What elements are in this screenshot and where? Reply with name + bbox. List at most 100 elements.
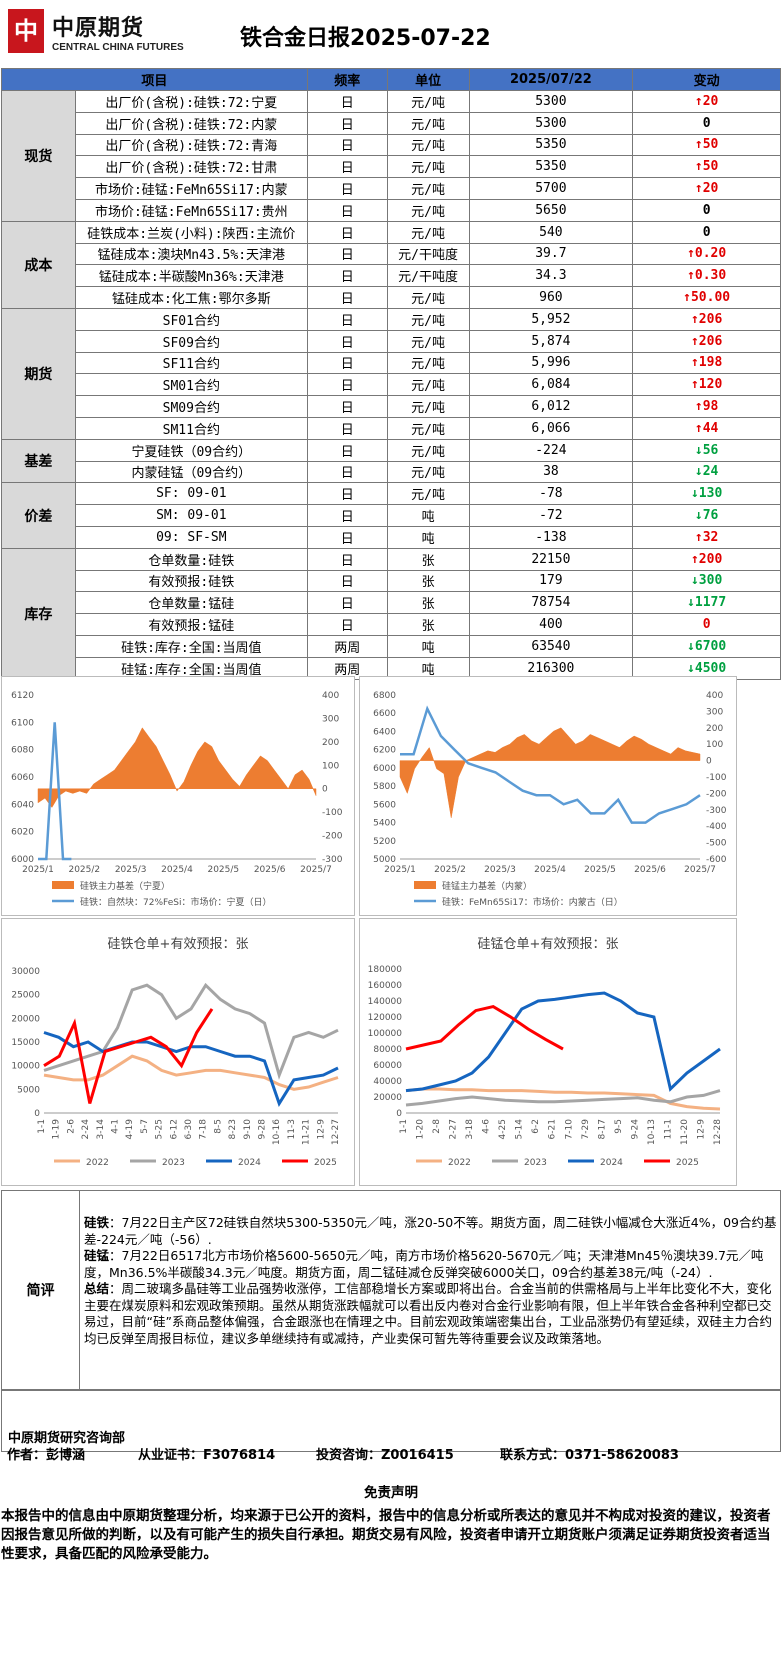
y-left-tick: 5400	[373, 819, 396, 829]
cell-frequency: 日	[306, 547, 388, 571]
legend-swatch-basis	[52, 881, 74, 889]
author: 作者：彭博涵	[7, 1448, 86, 1463]
x-tick: 4-6	[482, 1119, 492, 1134]
cell-item-name: SF: 09-01	[74, 482, 308, 506]
cell-item-name: 09: SF-SM	[74, 525, 308, 549]
legend-label-basis: 硅铁主力基差（宁夏）	[80, 880, 170, 892]
cell-change: ↓300	[632, 569, 781, 593]
cell-unit: 吨	[386, 634, 470, 658]
disclaimer: 免责声明 本报告中的信息由中原期货整理分析，均来源于已公开的资料，报告中的信息分…	[1, 1484, 781, 1664]
table-row: 市场价:硅锰:FeMn65Si17:内蒙日元/吨 5700 ↑20	[2, 177, 781, 200]
cell-change: ↑32	[632, 525, 781, 549]
cell-frequency: 日	[306, 613, 388, 636]
cell-value: 5,996	[468, 351, 634, 375]
cell-change: ↑200	[632, 547, 781, 571]
y-tick: 100000	[368, 1029, 403, 1039]
cell-unit: 元/吨	[386, 329, 470, 353]
table-row: SM11合约日元/吨 6,066 ↑44	[2, 416, 781, 440]
x-tick: 3-14	[96, 1119, 106, 1140]
y-tick: 140000	[368, 997, 403, 1007]
company-name-cn: 中原期货	[52, 16, 145, 41]
x-tick: 8-5	[213, 1119, 223, 1134]
cell-frequency: 日	[306, 416, 388, 440]
cell-frequency: 日	[306, 307, 388, 331]
para-body: ：周二玻璃多晶硅等工业品强势收涨停，工信部稳增长方案或即将出台。合金当前的供需格…	[84, 1281, 772, 1346]
cell-value: 78754	[468, 591, 634, 615]
y-left-tick: 6080	[11, 746, 34, 756]
commentary-label: 简评	[2, 1191, 80, 1389]
cell-value: 5,952	[468, 307, 634, 331]
cell-item-name: 市场价:硅锰:FeMn65Si17:内蒙	[74, 177, 308, 200]
cell-unit: 张	[386, 569, 470, 593]
group-label: 现货	[1, 90, 76, 222]
cell-frequency: 日	[306, 591, 388, 615]
cell-unit: 元/吨	[386, 416, 470, 440]
x-tick: 4-25	[498, 1119, 508, 1139]
table-row: 锰硅成本:澳块Mn43.5%:天津港日元/干吨度 39.7 ↑0.20	[2, 242, 781, 266]
y-left-tick: 6000	[373, 764, 396, 774]
x-tick: 11-21	[302, 1119, 312, 1145]
cell-frequency: 日	[306, 111, 388, 135]
cell-value: 6,012	[468, 395, 634, 418]
y-right-tick: 100	[706, 740, 723, 750]
series-line-2022	[43, 1054, 339, 1091]
para-head: 总结	[84, 1281, 110, 1296]
y-right-tick: -400	[706, 822, 727, 832]
cell-value: -78	[468, 482, 634, 506]
y-tick: 60000	[373, 1061, 402, 1071]
table-header-row: 项目 频率 单位 2025/07/22 变动	[1, 68, 781, 91]
y-right-tick: -300	[706, 806, 727, 816]
y-tick: 5000	[17, 1085, 40, 1095]
x-tick: 2025/5	[584, 865, 616, 875]
x-tick: 9-24	[630, 1119, 640, 1140]
cell-change: ↓4500	[632, 656, 781, 680]
table-row: 出厂价(含税):硅铁:72:内蒙日元/吨 5300 0	[2, 111, 781, 135]
chart-silicon-manganese-basis: 5000 5200 5400 5600 5800 6000 6200 6400 6600 6800…	[359, 676, 737, 916]
cell-item-name: 市场价:硅锰:FeMn65Si17:贵州	[74, 198, 308, 222]
table-row: 现货 出厂价(含税):硅铁:72:宁夏日元/吨 5300 ↑20	[1, 90, 781, 222]
x-tick: 9-5	[614, 1119, 624, 1134]
x-tick: 1-20	[416, 1119, 426, 1140]
y-right-tick: -600	[706, 855, 727, 865]
cell-item-name: 仓单数量:锰硅	[74, 591, 308, 615]
x-tick: 2025/3	[484, 865, 516, 875]
para-body: ：7月22日主产区72硅铁自然块5300-5350元／吨，涨20-50不等。期货…	[84, 1215, 777, 1247]
y-right-tick: 0	[322, 785, 328, 795]
y-right-tick: 0	[706, 757, 712, 767]
x-tick: 7-10	[564, 1119, 574, 1140]
group-label: 基差	[1, 438, 76, 484]
cell-frequency: 日	[306, 395, 388, 418]
x-tick: 2025/7	[300, 865, 332, 875]
table-row: 期货 SF01合约日元/吨 5,952 ↑206	[1, 307, 781, 440]
x-tick: 2025/3	[115, 865, 147, 875]
cell-item-name: 有效预报:硅铁	[74, 569, 308, 593]
series-line-2025	[43, 1008, 214, 1104]
cell-unit: 元/吨	[386, 373, 470, 397]
x-tick: 7-18	[199, 1119, 209, 1140]
cell-item-name: 锰硅成本:半碳酸Mn36%:天津港	[74, 264, 308, 288]
cell-change: ↑0.20	[632, 242, 781, 266]
cell-value: 39.7	[468, 242, 634, 266]
cell-value: 5300	[468, 111, 634, 135]
commentary-text: 硅铁：7月22日主产区72硅铁自然块5300-5350元／吨，涨20-50不等。…	[84, 1215, 778, 1347]
commentary-silicon-iron: 硅铁：7月22日主产区72硅铁自然块5300-5350元／吨，涨20-50不等。…	[84, 1215, 778, 1248]
y-tick: 180000	[368, 965, 403, 975]
cell-frequency: 日	[306, 177, 388, 200]
cell-unit: 元/吨	[386, 286, 470, 309]
cell-value: 5350	[468, 133, 634, 157]
table-row: 内蒙硅锰（09合约）日元/吨 38 ↓24	[2, 460, 781, 484]
x-tick: 1-19	[52, 1119, 62, 1140]
y-left-tick: 6200	[373, 746, 396, 756]
x-tick: 8-17	[597, 1119, 607, 1139]
table-row: SM: 09-01 日吨 -72 ↓76	[2, 504, 781, 527]
table-row: 出厂价(含税):硅铁:72:青海日元/吨 5350 ↑50	[2, 133, 781, 157]
legend-label-basis: 硅锰主力基差（内蒙）	[442, 880, 532, 892]
report-title: 铁合金日报2025-07-22	[240, 26, 491, 51]
x-tick: 10-13	[647, 1119, 657, 1145]
x-tick: 8-23	[228, 1119, 238, 1139]
table-row: 出厂价(含税):硅铁:72:甘肃日元/吨 5350 ↑50	[2, 155, 781, 179]
x-tick: 6-21	[548, 1119, 558, 1139]
x-tick: 7-29	[581, 1119, 591, 1140]
legend-label-2025: 2025	[676, 1158, 699, 1168]
legend-label-2025: 2025	[314, 1158, 337, 1168]
